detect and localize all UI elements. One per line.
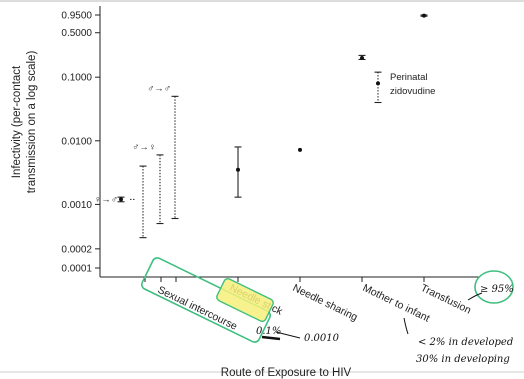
y-ticks: 0.0001 0.0002 0.0010 0.0100 0.1000 0.5000 0.95… [61,11,100,275]
transfusion-arrow [467,292,483,301]
transfusion-note: ≥ 95% [480,284,514,295]
data-point [422,13,426,18]
mother-note-2: 30% in developing [416,354,510,365]
y-axis-label-line-1: Infectivity (per-contact [11,65,23,178]
data-point [119,197,123,202]
needle-stick-note: 0.1% [256,326,281,337]
category-label-needle-sharing: Needle sharing [291,282,360,324]
sexual-intercourse-circle [141,257,271,343]
y-tick-label: 0.0100 [61,136,92,147]
y-tick-label: 0.1000 [61,73,92,84]
data-point [376,81,380,86]
mother-note-1: < 2% in developed [418,337,513,348]
y-tick-label: 0.0002 [61,244,92,255]
series-label: ♂→♀ [132,142,156,153]
data-point [298,147,302,152]
data-point [360,56,364,61]
needle-stick-highlight [216,278,274,322]
y-tick-label: 0.5000 [61,28,92,39]
data-point [236,167,240,172]
needle-stick-arrow [275,331,301,339]
y-tick-label: 0.0001 [61,264,92,275]
needle-stick-value: 0.0010 [304,333,340,344]
series-label: ♂→♂ [147,83,171,94]
series-label: ♀→♂ [94,194,118,205]
y-tick-label: 0.9500 [61,11,92,22]
y-axis-label-line-2: transmission on a log scale) [26,51,38,194]
needle-stick-underline [261,335,281,341]
x-axis-label: Route of Exposure to HIV [221,367,352,379]
perinatal-label-line-1: Perinatal [390,72,428,83]
transfusion-circle [474,270,514,304]
perinatal-label-line-2: zidovudine [390,86,435,97]
x-ticks [144,277,425,282]
mother-arrow [403,317,409,335]
handwritten-annotations: 0.1% 0.0010 ≥ 95% < 2% in developed 30% … [141,257,514,365]
y-tick-label: 0.0010 [61,200,92,211]
data-marks: ♀→♂ ♂→♀ ♂→♂ [94,13,428,239]
